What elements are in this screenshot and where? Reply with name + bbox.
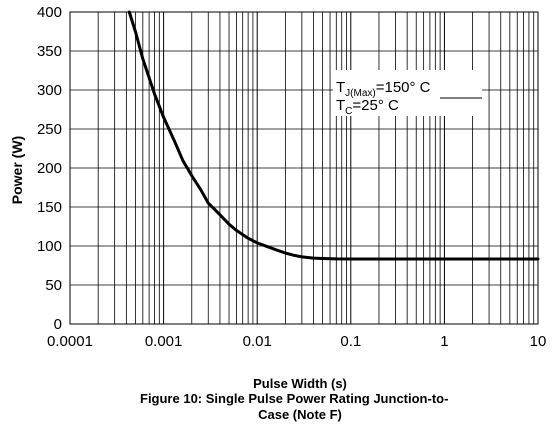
figure-caption-line-1: Figure 10: Single Pulse Power Rating Jun…	[140, 391, 449, 406]
y-tick-label: 50	[45, 277, 62, 294]
y-tick-label: 100	[37, 238, 62, 255]
annotation-line-1: TJ(Max)=150° C	[336, 79, 431, 99]
x-axis-label: Pulse Width (s)	[253, 376, 347, 391]
x-axis-ticks: 0.0001 0.001 0.01 0.1 1 10	[47, 333, 546, 350]
annotation-box: TJ(Max)=150° C TC=25° C	[333, 70, 482, 117]
series-group	[127, 10, 540, 261]
y-tick-label: 400	[37, 4, 62, 21]
y-tick-label: 200	[37, 160, 62, 177]
x-tick-label: 0.001	[145, 333, 183, 350]
y-axis-ticks: 0 50 100 150 200 250 300 350 400	[37, 4, 62, 333]
grid-lines	[69, 11, 538, 325]
y-tick-label: 250	[37, 121, 62, 138]
y-axis-label: Power (W)	[9, 136, 25, 204]
x-tick-label: 0.0001	[47, 333, 93, 350]
annotation-line-2: TC=25° C	[336, 97, 399, 117]
x-tick-label: 0.01	[243, 333, 272, 350]
x-tick-label: 1	[440, 333, 448, 350]
y-tick-label: 150	[37, 199, 62, 216]
y-tick-label: 350	[37, 43, 62, 60]
y-tick-label: 300	[37, 82, 62, 99]
annotation-background	[333, 70, 482, 116]
y-tick-label: 0	[54, 316, 62, 333]
plot-frame	[69, 11, 539, 325]
x-tick-label: 10	[530, 333, 547, 350]
x-tick-label: 0.1	[340, 333, 361, 350]
series-line	[127, 10, 540, 261]
figure-caption-line-2: Case (Note F)	[258, 407, 342, 422]
